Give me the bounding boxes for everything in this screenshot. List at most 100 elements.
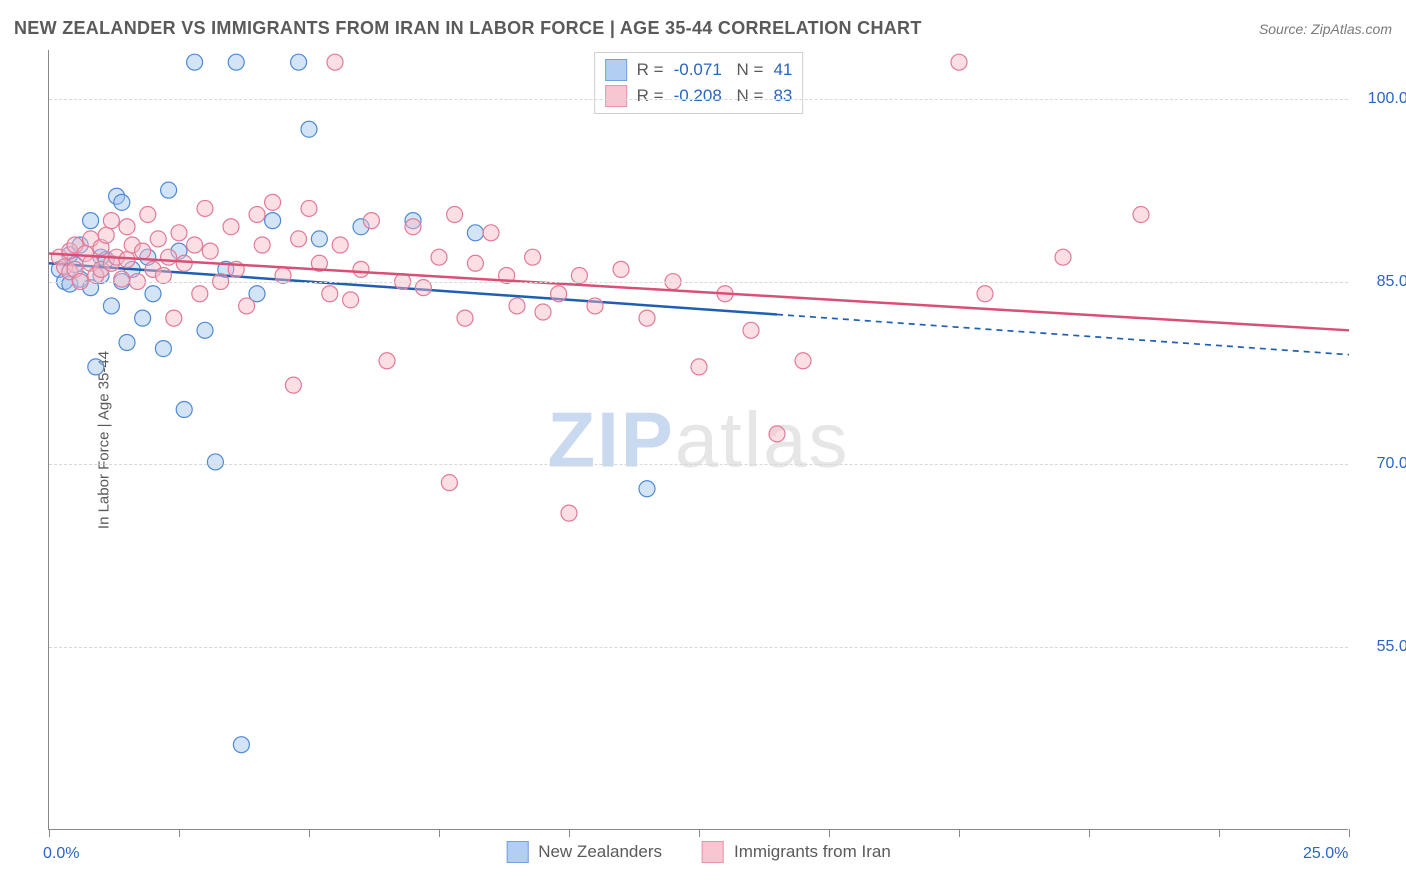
data-point bbox=[431, 249, 447, 265]
data-point bbox=[379, 353, 395, 369]
x-tick bbox=[959, 829, 960, 837]
x-tick bbox=[309, 829, 310, 837]
data-point bbox=[327, 54, 343, 70]
data-point bbox=[83, 213, 99, 229]
data-point bbox=[467, 225, 483, 241]
data-point bbox=[291, 54, 307, 70]
x-tick bbox=[179, 829, 180, 837]
data-point bbox=[322, 286, 338, 302]
data-point bbox=[441, 475, 457, 491]
data-point bbox=[176, 255, 192, 271]
chart-plot-area: In Labor Force | Age 35-44 ZIPatlas R =-… bbox=[48, 50, 1348, 830]
legend-swatch bbox=[605, 59, 627, 81]
data-point bbox=[176, 402, 192, 418]
x-tick-label: 0.0% bbox=[43, 845, 79, 863]
chart-title: NEW ZEALANDER VS IMMIGRANTS FROM IRAN IN… bbox=[14, 18, 922, 39]
title-bar: NEW ZEALANDER VS IMMIGRANTS FROM IRAN IN… bbox=[14, 18, 1392, 39]
data-point bbox=[119, 219, 135, 235]
stats-row: R = -0.071 N = 41 bbox=[605, 57, 793, 83]
data-point bbox=[509, 298, 525, 314]
data-point bbox=[483, 225, 499, 241]
stat-r-label: R = bbox=[637, 60, 664, 80]
data-point bbox=[161, 182, 177, 198]
gridline bbox=[49, 464, 1348, 465]
trend-line-extrapolated bbox=[777, 314, 1349, 354]
x-tick bbox=[569, 829, 570, 837]
stat-r-label: R = bbox=[637, 86, 664, 106]
legend-item: New Zealanders bbox=[506, 841, 662, 863]
data-point bbox=[561, 505, 577, 521]
data-point bbox=[135, 243, 151, 259]
data-point bbox=[535, 304, 551, 320]
data-point bbox=[207, 454, 223, 470]
x-tick bbox=[829, 829, 830, 837]
gridline bbox=[49, 99, 1348, 100]
data-point bbox=[265, 213, 281, 229]
data-point bbox=[187, 237, 203, 253]
data-point bbox=[1055, 249, 1071, 265]
data-point bbox=[228, 54, 244, 70]
stat-r-value: -0.071 bbox=[674, 60, 722, 80]
data-point bbox=[140, 207, 156, 223]
data-point bbox=[291, 231, 307, 247]
data-point bbox=[301, 200, 317, 216]
data-point bbox=[265, 194, 281, 210]
data-point bbox=[114, 271, 130, 287]
data-point bbox=[202, 243, 218, 259]
data-point bbox=[639, 481, 655, 497]
y-tick-label: 85.0% bbox=[1358, 273, 1406, 291]
data-point bbox=[166, 310, 182, 326]
data-point bbox=[171, 225, 187, 241]
data-point bbox=[88, 359, 104, 375]
data-point bbox=[285, 377, 301, 393]
legend-item: Immigrants from Iran bbox=[702, 841, 891, 863]
data-point bbox=[301, 121, 317, 137]
data-point bbox=[951, 54, 967, 70]
data-point bbox=[233, 737, 249, 753]
data-point bbox=[119, 335, 135, 351]
data-point bbox=[161, 249, 177, 265]
x-tick-label: 25.0% bbox=[1303, 845, 1348, 863]
data-point bbox=[197, 322, 213, 338]
stat-n-value: 41 bbox=[773, 60, 792, 80]
data-point bbox=[192, 286, 208, 302]
y-tick-label: 55.0% bbox=[1358, 638, 1406, 656]
data-point bbox=[1133, 207, 1149, 223]
data-point bbox=[525, 249, 541, 265]
data-point bbox=[254, 237, 270, 253]
x-tick bbox=[439, 829, 440, 837]
x-tick bbox=[699, 829, 700, 837]
legend-swatch bbox=[702, 841, 724, 863]
x-tick bbox=[49, 829, 50, 837]
legend-swatch bbox=[605, 85, 627, 107]
legend-label: Immigrants from Iran bbox=[734, 842, 891, 862]
data-point bbox=[249, 207, 265, 223]
data-point bbox=[467, 255, 483, 271]
data-point bbox=[197, 200, 213, 216]
data-point bbox=[769, 426, 785, 442]
data-point bbox=[743, 322, 759, 338]
data-point bbox=[223, 219, 239, 235]
gridline bbox=[49, 282, 1348, 283]
data-point bbox=[155, 341, 171, 357]
data-point bbox=[551, 286, 567, 302]
trend-line bbox=[49, 254, 1349, 331]
data-point bbox=[691, 359, 707, 375]
data-point bbox=[795, 353, 811, 369]
stat-n-label: N = bbox=[732, 60, 764, 80]
x-tick bbox=[1089, 829, 1090, 837]
legend-label: New Zealanders bbox=[538, 842, 662, 862]
data-point bbox=[103, 213, 119, 229]
data-point bbox=[114, 194, 130, 210]
correlation-stats-box: R = -0.071 N = 41 R = -0.208 N = 83 bbox=[594, 52, 804, 114]
stat-n-label: N = bbox=[732, 86, 764, 106]
data-point bbox=[447, 207, 463, 223]
data-point bbox=[977, 286, 993, 302]
stat-r-value: -0.208 bbox=[674, 86, 722, 106]
series-legend: New Zealanders Immigrants from Iran bbox=[506, 841, 891, 863]
x-tick bbox=[1349, 829, 1350, 837]
data-point bbox=[187, 54, 203, 70]
stat-n-value: 83 bbox=[773, 86, 792, 106]
data-point bbox=[135, 310, 151, 326]
data-point bbox=[353, 261, 369, 277]
